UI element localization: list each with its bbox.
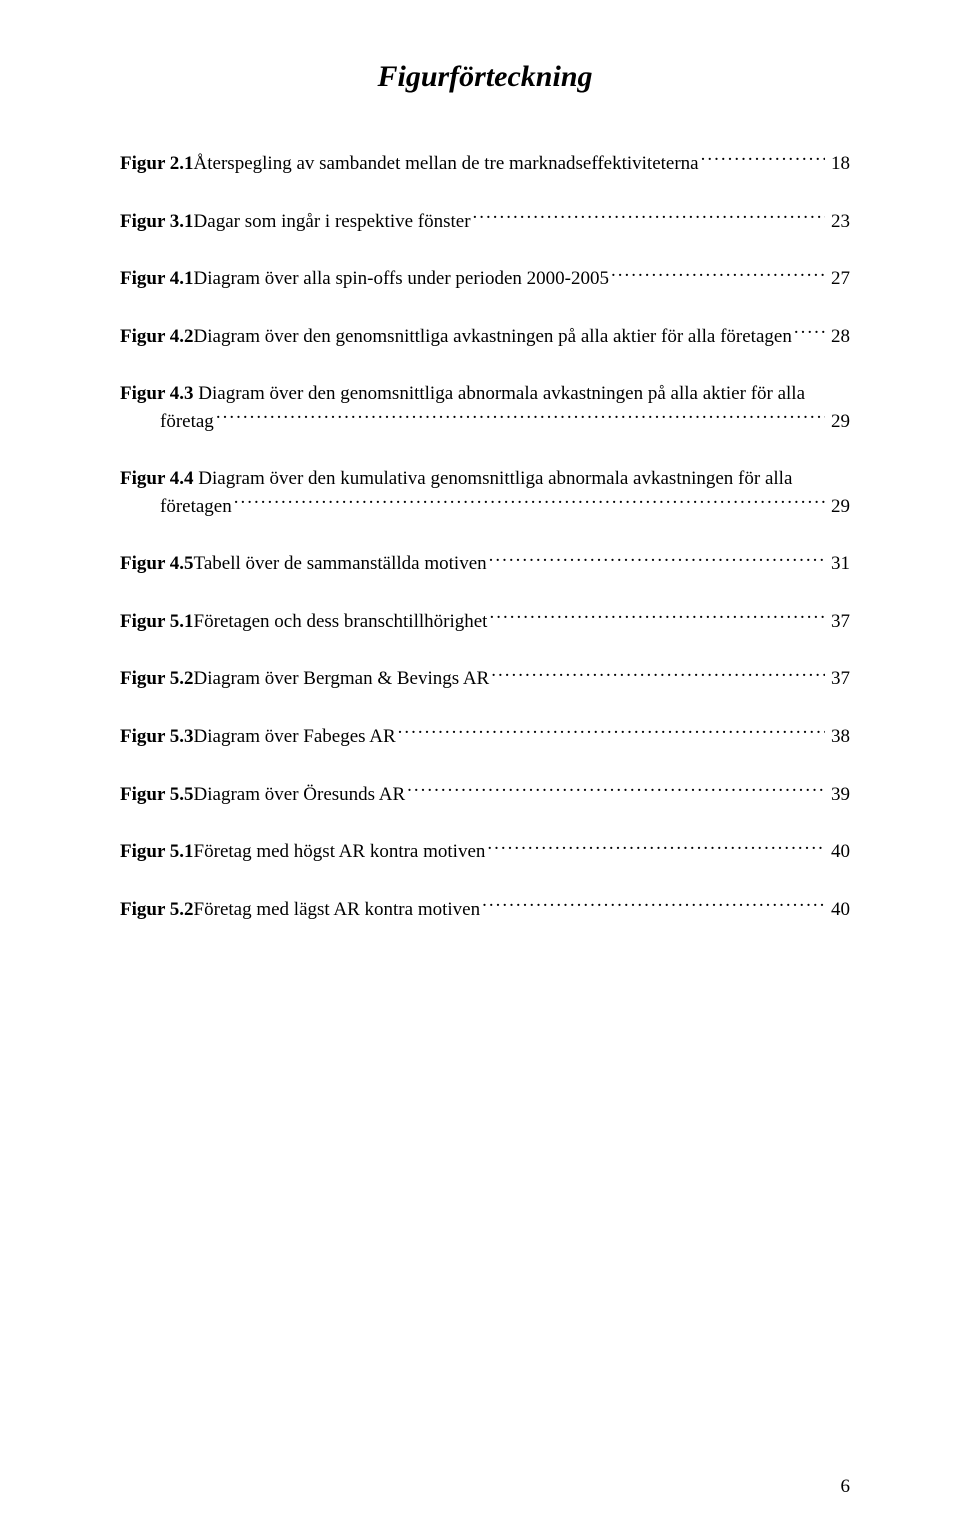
toc-entry-page: 37	[827, 665, 850, 693]
toc-entry: Figur 5.2 Företag med lägst AR kontra mo…	[120, 896, 850, 924]
toc-leader-dots	[398, 723, 825, 742]
toc-entry: Figur 5.1 Företagen och dess branschtill…	[120, 608, 850, 636]
toc-entry-text: Diagram över Bergman & Bevings AR	[194, 665, 490, 693]
toc-entry-text: Diagram över Fabeges AR	[194, 723, 396, 751]
toc-entry-text: Diagram över den genomsnittliga abnormal…	[194, 383, 805, 404]
toc-entry: Figur 5.3 Diagram över Fabeges AR 38	[120, 723, 850, 751]
toc-entry-prefix: Figur 4.5	[120, 550, 194, 578]
toc-leader-dots	[794, 323, 825, 342]
toc-entry-page: 27	[827, 265, 850, 293]
toc-entry-line: Figur 5.1 Företagen och dess branschtill…	[120, 608, 850, 636]
toc-entry-text: Diagram över Öresunds AR	[194, 781, 406, 809]
toc-entry: Figur 2.1 Återspegling av sambandet mell…	[120, 150, 850, 178]
toc-leader-dots	[611, 265, 825, 284]
toc-entry-text: Diagram över alla spin-offs under period…	[194, 265, 609, 293]
toc-entry: Figur 4.2 Diagram över den genomsnittlig…	[120, 323, 850, 351]
toc-entry-page: 31	[827, 550, 850, 578]
toc-entry-page: 37	[827, 608, 850, 636]
toc-entry-line: Figur 5.2 Företag med lägst AR kontra mo…	[120, 896, 850, 924]
toc-entry-line2: företag 29	[120, 408, 850, 436]
toc-entry-prefix: Figur 2.1	[120, 150, 194, 178]
toc-entry-line: Figur 4.1 Diagram över alla spin-offs un…	[120, 265, 850, 293]
toc-entry-page: 23	[827, 208, 850, 236]
toc-entry: Figur 5.5 Diagram över Öresunds AR 39	[120, 781, 850, 809]
toc-entry-text: Diagram över den kumulativa genomsnittli…	[194, 468, 793, 489]
toc-leader-dots	[487, 838, 825, 857]
toc-leader-dots	[491, 665, 825, 684]
toc-entry-text: Återspegling av sambandet mellan de tre …	[194, 150, 699, 178]
toc-entry: Figur 5.1 Företag med högst AR kontra mo…	[120, 838, 850, 866]
toc-leader-dots	[482, 896, 825, 915]
toc-entry-line: Figur 5.2 Diagram över Bergman & Bevings…	[120, 665, 850, 693]
toc-leader-dots	[407, 781, 825, 800]
page-title: Figurförteckning	[120, 60, 850, 94]
toc-leader-dots	[473, 208, 825, 227]
toc-entry-prefix: Figur 4.2	[120, 323, 194, 351]
toc-leader-dots	[701, 150, 825, 169]
toc-entry-line: Figur 4.2 Diagram över den genomsnittlig…	[120, 323, 850, 351]
toc-entry-page: 29	[827, 408, 850, 436]
toc-entry-text: Företag med högst AR kontra motiven	[194, 838, 486, 866]
toc-entry-page: 38	[827, 723, 850, 751]
toc-entry: Figur 5.2 Diagram över Bergman & Bevings…	[120, 665, 850, 693]
toc-entry-line: Figur 5.1 Företag med högst AR kontra mo…	[120, 838, 850, 866]
toc-entry-prefix: Figur 5.2	[120, 665, 194, 693]
toc-entry: Figur 4.1 Diagram över alla spin-offs un…	[120, 265, 850, 293]
toc-entry-prefix: Figur 4.3	[120, 383, 194, 404]
toc-entry-page: 28	[827, 323, 850, 351]
toc-entry-text: företagen	[160, 493, 232, 521]
toc-entry-prefix: Figur 4.1	[120, 265, 194, 293]
toc-entry: Figur 4.3 Diagram över den genomsnittlig…	[120, 380, 850, 435]
toc-entry-page: 39	[827, 781, 850, 809]
page-number: 6	[841, 1476, 851, 1498]
toc-leader-dots	[234, 493, 825, 512]
toc-entry-page: 29	[827, 493, 850, 521]
toc-entry-prefix: Figur 4.4	[120, 468, 194, 489]
toc-entry-prefix: Figur 5.3	[120, 723, 194, 751]
toc-entry: Figur 4.5 Tabell över de sammanställda m…	[120, 550, 850, 578]
toc-entry-line1: Figur 4.4 Diagram över den kumulativa ge…	[120, 465, 850, 493]
toc-entry-prefix: Figur 3.1	[120, 208, 194, 236]
toc-entry-text: Dagar som ingår i respektive fönster	[194, 208, 471, 236]
toc-entry-text: Företagen och dess branschtillhörighet	[194, 608, 488, 636]
toc-entry-page: 40	[827, 896, 850, 924]
toc-leader-dots	[489, 608, 825, 627]
toc-entry-line: Figur 4.5 Tabell över de sammanställda m…	[120, 550, 850, 578]
figure-list: Figur 2.1 Återspegling av sambandet mell…	[120, 150, 850, 923]
toc-entry-prefix: Figur 5.5	[120, 781, 194, 809]
toc-entry-text: Tabell över de sammanställda motiven	[194, 550, 487, 578]
toc-entry-page: 40	[827, 838, 850, 866]
toc-entry-text: Företag med lägst AR kontra motiven	[194, 896, 481, 924]
toc-entry-prefix: Figur 5.1	[120, 608, 194, 636]
toc-entry-line: Figur 5.5 Diagram över Öresunds AR 39	[120, 781, 850, 809]
toc-entry-line1: Figur 4.3 Diagram över den genomsnittlig…	[120, 380, 850, 408]
toc-entry-line: Figur 5.3 Diagram över Fabeges AR 38	[120, 723, 850, 751]
toc-leader-dots	[216, 408, 825, 427]
toc-entry-line: Figur 2.1 Återspegling av sambandet mell…	[120, 150, 850, 178]
toc-entry-text: Diagram över den genomsnittliga avkastni…	[194, 323, 792, 351]
toc-entry-page: 18	[827, 150, 850, 178]
toc-entry: Figur 4.4 Diagram över den kumulativa ge…	[120, 465, 850, 520]
toc-entry-text: företag	[160, 408, 214, 436]
toc-entry-line: Figur 3.1 Dagar som ingår i respektive f…	[120, 208, 850, 236]
toc-entry-line2: företagen 29	[120, 493, 850, 521]
toc-entry-prefix: Figur 5.1	[120, 838, 194, 866]
toc-entry-prefix: Figur 5.2	[120, 896, 194, 924]
toc-entry: Figur 3.1 Dagar som ingår i respektive f…	[120, 208, 850, 236]
toc-leader-dots	[489, 550, 825, 569]
